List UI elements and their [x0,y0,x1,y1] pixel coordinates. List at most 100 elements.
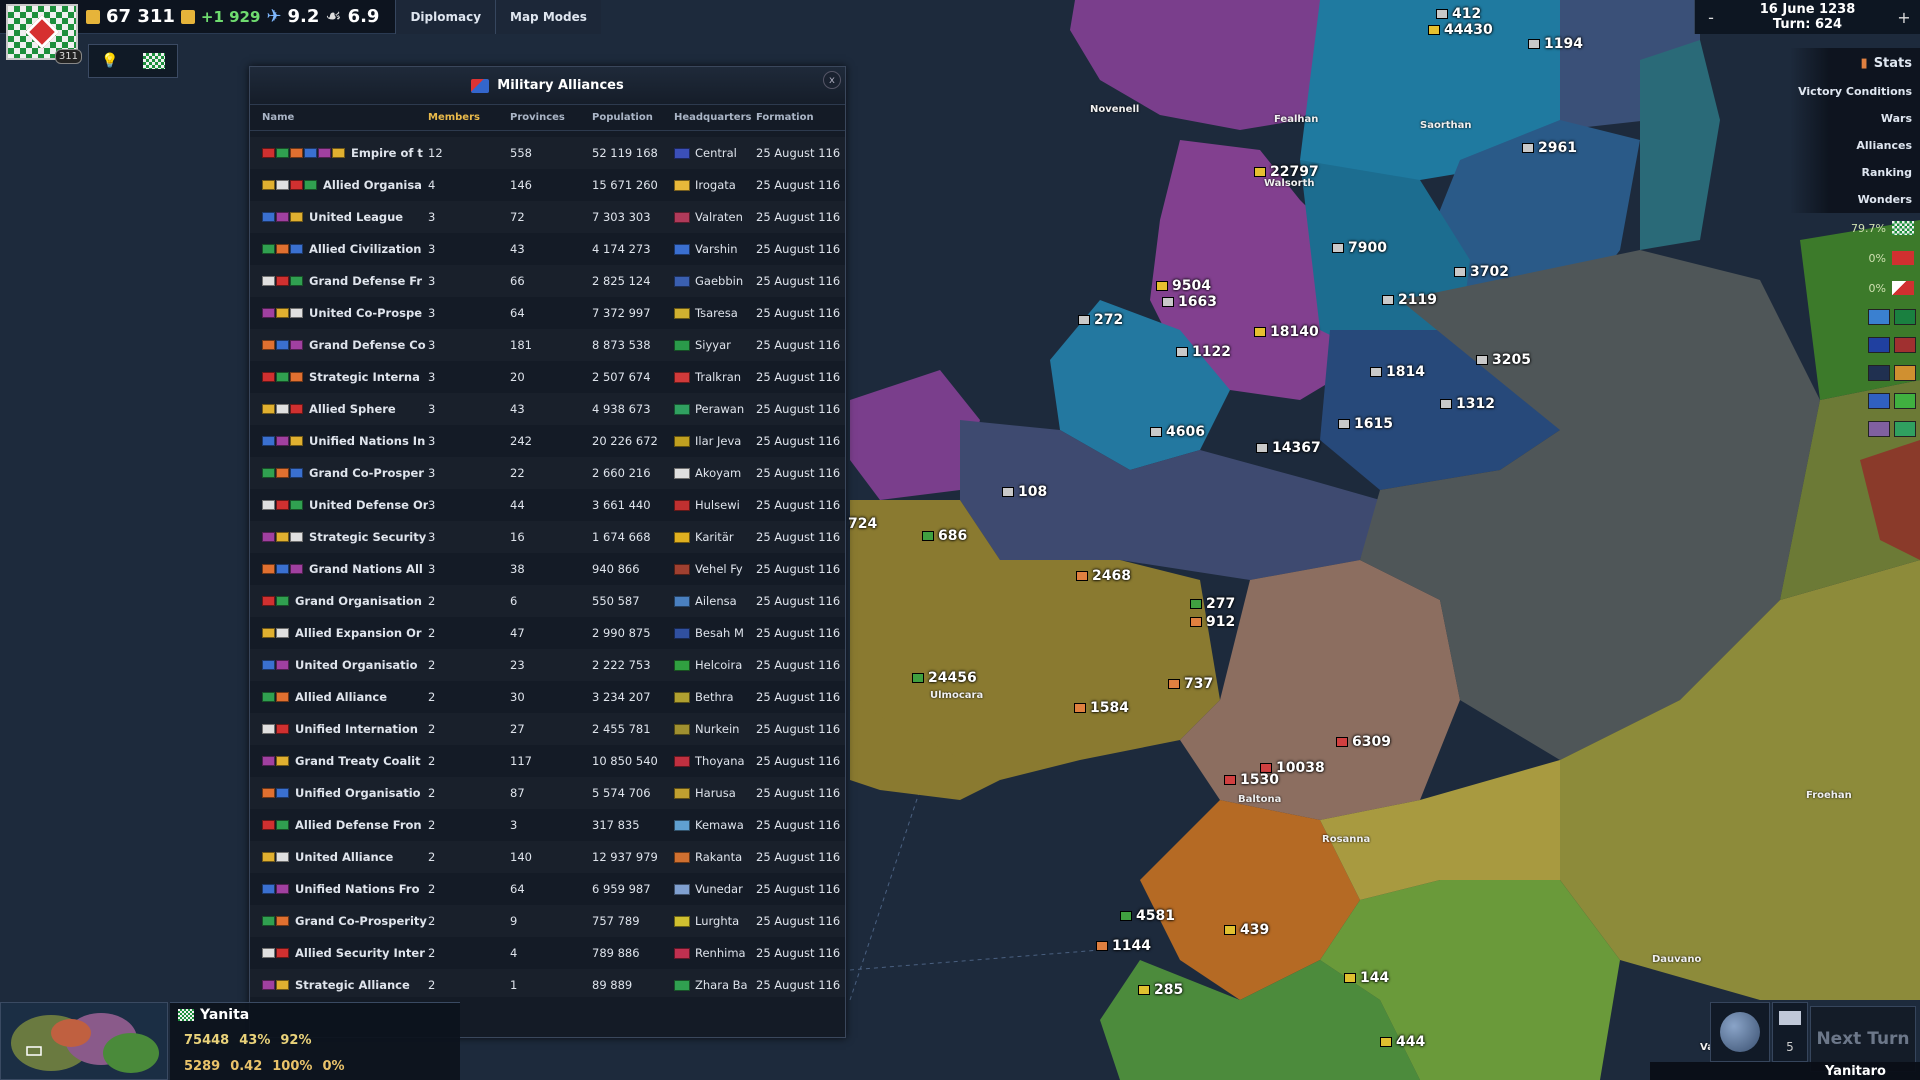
map-modes-button[interactable]: Map Modes [495,0,601,34]
alliance-row[interactable]: Allied Sphere 3 43 4 938 673 Perawan 25 Augus… [250,393,845,425]
alliance-row[interactable]: Unified Organisatio 2 87 5 574 706 Harusa 25 … [250,777,845,809]
alliance-row[interactable]: United Co-Prospe 3 64 7 372 997 Tsaresa 25 Au… [250,297,845,329]
map-label[interactable]: 1194 [1528,36,1583,52]
nation-summary[interactable]: Yanita 75448 43% 92% 5289 0.42 100% 0% [170,1002,460,1080]
map-label[interactable]: 3205 [1476,352,1531,368]
map-label[interactable]: 108 [1002,484,1047,500]
map-label[interactable]: 1312 [1440,396,1495,412]
flag-row[interactable] [1790,387,1920,415]
map-label[interactable]: 1144 [1096,938,1151,954]
map-label[interactable]: 724 [848,516,878,532]
flag-icon[interactable] [142,53,165,69]
city-label[interactable]: Walsorth [1264,178,1315,189]
map-label[interactable]: 285 [1138,982,1183,998]
map-label[interactable]: 3702 [1454,264,1509,280]
map-label[interactable]: 4581 [1120,908,1175,924]
alliances-button[interactable]: Alliances [1790,132,1920,159]
flag-row[interactable] [1790,303,1920,331]
map-label[interactable]: 4606 [1150,424,1205,440]
city-label[interactable]: Ulmocara [930,690,984,701]
map-label[interactable]: 686 [922,528,967,544]
city-label[interactable]: Fealhan [1274,114,1319,125]
progress-row[interactable]: 0% [1790,243,1920,273]
col-population[interactable]: Population [592,112,653,123]
alliance-row[interactable]: Strategic Security 3 16 1 674 668 Karitär 25 … [250,521,845,553]
city-label[interactable]: Froehan [1806,790,1852,801]
stats-button[interactable]: ▮ Stats [1790,48,1920,78]
alliance-row[interactable]: United Defense Or 3 44 3 661 440 Hulsewi 25 A… [250,489,845,521]
diplomacy-button[interactable]: Diplomacy [395,0,496,34]
alliance-row[interactable]: Grand Treaty Coalit 2 117 10 850 540 Thoyana… [250,745,845,777]
map-label[interactable]: 1663 [1162,294,1217,310]
alliance-row[interactable]: Empire of t 12 558 52 119 168 Central 25 Augu… [250,137,845,169]
alliance-row[interactable]: Grand Organisation 2 6 550 587 Ailensa 25 Aug… [250,585,845,617]
victory-conditions-button[interactable]: Victory Conditions [1790,78,1920,105]
map-label[interactable]: 6309 [1336,734,1391,750]
ranking-button[interactable]: Ranking [1790,159,1920,186]
map-label[interactable]: 1615 [1338,416,1393,432]
map-label[interactable]: 144 [1344,970,1389,986]
alliance-row[interactable]: Allied Alliance 2 30 3 234 207 Bethra 25 Augu… [250,681,845,713]
map-label[interactable]: 439 [1224,922,1269,938]
globe-button[interactable] [1710,1002,1770,1062]
flag-row[interactable] [1790,359,1920,387]
nation-flag[interactable]: 311 [6,4,82,64]
col-members[interactable]: Members [428,112,480,123]
speed-up-button[interactable]: + [1897,7,1911,27]
col-headquarters[interactable]: Headquarters [674,112,752,123]
city-label[interactable]: Novenell [1090,104,1140,115]
alliance-row[interactable]: United League 3 72 7 303 303 Valraten 25 Augu… [250,201,845,233]
map-label[interactable]: 44430 [1428,22,1493,38]
close-button[interactable]: x [823,71,841,89]
alliance-row[interactable]: Strategic Interna 3 20 2 507 674 Tralkran 25 … [250,361,845,393]
alliance-row[interactable]: Unified Internation 2 27 2 455 781 Nurkein 25… [250,713,845,745]
lightbulb-icon[interactable]: 💡 [101,53,119,69]
map-label[interactable]: 10038 [1260,760,1325,776]
speed-down-button[interactable]: - [1708,7,1714,27]
col-name[interactable]: Name [262,112,295,123]
next-turn-button[interactable]: Next Turn [1810,1006,1916,1072]
alliance-row[interactable]: Grand Defense Co 3 181 8 873 538 Siyyar 25 Au… [250,329,845,361]
map-label[interactable]: 444 [1380,1034,1425,1050]
alliance-row[interactable]: Allied Organisa 4 146 15 671 260 Irogata 25 A… [250,169,845,201]
alliance-row[interactable]: United Organisatio 2 23 2 222 753 Helcoira 25… [250,649,845,681]
city-label[interactable]: Saorthan [1420,120,1472,131]
city-label[interactable]: Rosanna [1322,834,1371,845]
map-label[interactable]: 272 [1078,312,1123,328]
map-label[interactable]: 1814 [1370,364,1425,380]
map-label[interactable]: 2468 [1076,568,1131,584]
alliance-row[interactable]: Allied Civilization 3 43 4 174 273 Varshin 25… [250,233,845,265]
alliance-row[interactable]: Unified Nations Fro 2 64 6 959 987 Vunedar 25… [250,873,845,905]
alliance-row[interactable]: United Alliance 2 140 12 937 979 Rakanta 25 A… [250,841,845,873]
city-label[interactable]: Baltona [1238,794,1282,805]
alliance-row[interactable]: Allied Expansion Or 2 47 2 990 875 Besah M 25… [250,617,845,649]
map-label[interactable]: 24456 [912,670,977,686]
col-formation[interactable]: Formation [756,112,814,123]
minimap[interactable] [0,1002,168,1080]
map-label[interactable]: 2119 [1382,292,1437,308]
map-label[interactable]: 18140 [1254,324,1319,340]
col-provinces[interactable]: Provinces [510,112,565,123]
messages-button[interactable]: 5 [1772,1002,1808,1062]
alliance-row[interactable]: Unified Nations In 3 242 20 226 672 Ilar Jev… [250,425,845,457]
map-label[interactable]: 1530 [1224,772,1279,788]
flag-row[interactable] [1790,331,1920,359]
map-label[interactable]: 1122 [1176,344,1231,360]
map-label[interactable]: 22797 [1254,164,1319,180]
map-label[interactable]: 2961 [1522,140,1577,156]
city-label[interactable]: Vas [1700,1042,1720,1053]
flag-row[interactable] [1790,415,1920,443]
wonders-button[interactable]: Wonders [1790,186,1920,213]
map-label[interactable]: 737 [1168,676,1213,692]
map-label[interactable]: 1584 [1074,700,1129,716]
alliance-row[interactable]: Allied Defense Fron 2 3 317 835 Kemawa 25 Aug… [250,809,845,841]
map-label[interactable]: 412 [1436,6,1481,22]
city-label[interactable]: Dauvano [1652,954,1702,965]
map-label[interactable]: 912 [1190,614,1235,630]
progress-row[interactable]: 79.7% [1790,213,1920,243]
progress-row[interactable]: 0% [1790,273,1920,303]
map-label[interactable]: 9504 [1156,278,1211,294]
alliance-row[interactable]: Allied Security Inter 2 4 789 886 Renhima 25 … [250,937,845,969]
wars-button[interactable]: Wars [1790,105,1920,132]
map-label[interactable]: 14367 [1256,440,1321,456]
